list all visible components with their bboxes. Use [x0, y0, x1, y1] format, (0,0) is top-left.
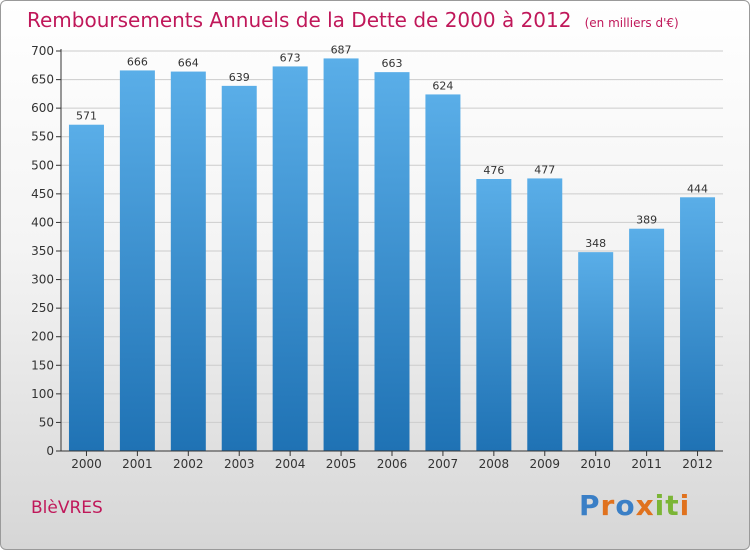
data-label-2004: 673: [280, 51, 301, 64]
chart-title: Remboursements Annuels de la Dette de 20…: [27, 8, 679, 32]
logo-letter: x: [635, 489, 655, 522]
x-tick-label-2006: 2006: [377, 457, 408, 471]
bar-2004: [272, 66, 308, 451]
y-tick-label: 50: [39, 415, 54, 429]
data-label-2012: 444: [687, 182, 708, 195]
axes: 0 50 100 150 200 250 300 350 400 450 500 550 600 650 7…: [31, 44, 723, 471]
y-tick-label: 450: [31, 187, 54, 201]
x-tick-label-2008: 2008: [479, 457, 510, 471]
bar-2005: [323, 58, 359, 452]
data-label-2001: 666: [127, 55, 148, 68]
x-tick-label-2012: 2012: [682, 457, 713, 471]
x-tick-label-2009: 2009: [529, 457, 560, 471]
data-label-2011: 389: [636, 214, 657, 227]
logo-letter: i: [654, 489, 666, 522]
bar-2011: [629, 228, 665, 451]
y-tick-label: 200: [31, 330, 54, 344]
data-label-2007: 624: [432, 79, 453, 92]
logo-letter: P: [579, 489, 601, 522]
bar-2001: [119, 70, 155, 451]
bars: 571 666 664 639 673 687 663 624 476 477 348 389 444: [68, 43, 716, 452]
x-tick-label-2003: 2003: [224, 457, 255, 471]
x-tick-label-2002: 2002: [173, 457, 204, 471]
data-label-2010: 348: [585, 237, 606, 250]
bar-2009: [527, 178, 563, 451]
data-label-2000: 571: [76, 110, 97, 123]
x-tick-label-2007: 2007: [428, 457, 459, 471]
x-tick-label-2005: 2005: [326, 457, 357, 471]
data-label-2005: 687: [331, 43, 352, 56]
logo-letter: i: [679, 489, 691, 522]
y-tick-label: 100: [31, 387, 54, 401]
y-tick-label: 400: [31, 215, 54, 229]
y-tick-label: 0: [46, 444, 54, 458]
y-tick-label: 500: [31, 158, 54, 172]
logo-letter: r: [600, 489, 616, 522]
bar-2012: [680, 197, 716, 451]
bar-2006: [374, 72, 410, 452]
y-tick-label: 250: [31, 301, 54, 315]
data-label-2008: 476: [483, 164, 504, 177]
y-tick-label: 600: [31, 101, 54, 115]
y-tick-label: 150: [31, 358, 54, 372]
bar-2003: [221, 85, 257, 451]
x-tick-label-2000: 2000: [71, 457, 102, 471]
bar-2010: [578, 252, 614, 451]
commune-name: BlèVRES: [31, 498, 103, 518]
data-label-2009: 477: [534, 163, 555, 176]
x-tick-label-2004: 2004: [275, 457, 306, 471]
data-label-2006: 663: [382, 57, 403, 70]
y-tick-label: 550: [31, 130, 54, 144]
data-label-2003: 639: [229, 71, 250, 84]
y-tick-label: 350: [31, 244, 54, 258]
x-tick-label-2010: 2010: [580, 457, 611, 471]
proxiti-logo: Proxiti: [579, 489, 690, 522]
bar-2002: [170, 71, 206, 452]
x-tick-label-2001: 2001: [122, 457, 153, 471]
chart-title-text: Remboursements Annuels de la Dette de 20…: [27, 8, 572, 32]
y-tick-label: 300: [31, 273, 54, 287]
y-tick-label: 650: [31, 73, 54, 87]
bar-2007: [425, 94, 461, 451]
chart-unit: (en milliers d'€): [584, 16, 679, 30]
y-tick-label: 700: [31, 44, 54, 58]
bar-2008: [476, 179, 512, 451]
bar-2000: [68, 124, 104, 451]
logo-letter: o: [615, 489, 636, 522]
data-label-2002: 664: [178, 57, 199, 70]
logo-letter: t: [665, 489, 680, 522]
x-tick-label-2011: 2011: [631, 457, 662, 471]
